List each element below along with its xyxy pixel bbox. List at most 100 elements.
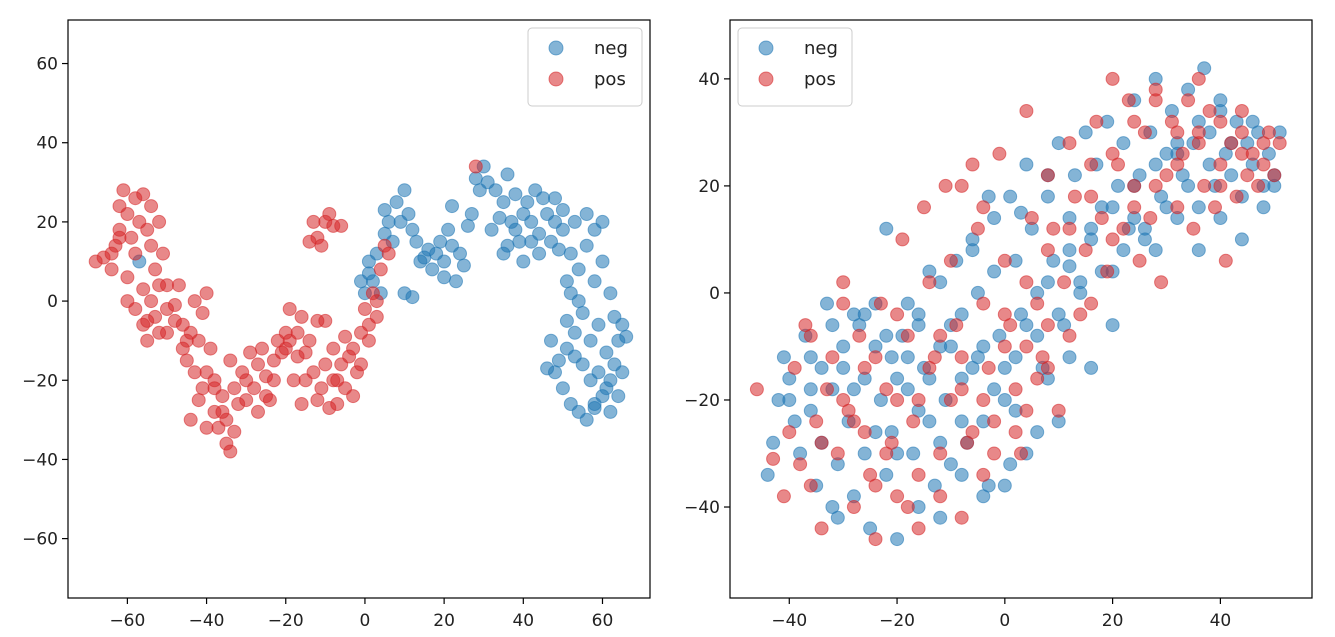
point-pos xyxy=(381,246,396,261)
point-neg xyxy=(595,254,610,269)
point-pos xyxy=(1186,221,1201,236)
point-pos xyxy=(140,222,155,237)
point-neg xyxy=(425,262,440,277)
point-pos xyxy=(330,397,345,411)
point-pos xyxy=(136,282,151,297)
point-pos xyxy=(1229,189,1244,204)
point-pos xyxy=(1040,360,1055,375)
point-pos xyxy=(187,294,202,309)
point-pos xyxy=(981,360,996,375)
point-pos xyxy=(1051,403,1066,418)
point-pos xyxy=(949,318,964,333)
point-pos xyxy=(814,435,829,450)
point-neg xyxy=(1213,93,1228,108)
point-pos xyxy=(120,207,135,221)
point-pos xyxy=(1170,125,1185,140)
y-tick-label: 20 xyxy=(36,213,58,233)
point-pos xyxy=(1256,157,1271,172)
point-neg xyxy=(1191,200,1206,215)
point-neg xyxy=(555,203,570,217)
point-neg xyxy=(401,207,416,221)
point-pos xyxy=(992,146,1007,161)
point-pos xyxy=(282,302,297,316)
point-pos xyxy=(900,500,915,514)
point-pos xyxy=(976,467,991,482)
point-neg xyxy=(587,274,602,289)
point-neg xyxy=(1116,136,1131,151)
point-pos xyxy=(199,286,214,301)
point-pos xyxy=(1191,136,1206,151)
point-pos xyxy=(1121,93,1136,108)
point-pos xyxy=(120,294,135,309)
right-scatter-panel: −40 −20 0 20 40 −40 −20 0 20 40 neg pos xyxy=(684,19,1313,631)
point-pos xyxy=(933,328,948,343)
point-pos xyxy=(346,341,361,356)
point-pos xyxy=(152,214,167,229)
legend-marker-pos xyxy=(548,71,564,87)
point-neg xyxy=(587,401,602,415)
point-pos xyxy=(766,451,781,466)
point-neg xyxy=(1030,425,1045,440)
x-tick-label: 0 xyxy=(360,611,371,631)
point-pos xyxy=(749,382,764,397)
point-pos xyxy=(1094,211,1109,225)
point-pos xyxy=(1084,296,1099,311)
point-pos xyxy=(314,381,329,396)
point-pos xyxy=(361,333,376,348)
point-pos xyxy=(318,357,333,372)
point-pos xyxy=(873,296,888,311)
point-neg xyxy=(567,214,582,229)
point-pos xyxy=(215,404,230,419)
legend-marker-pos xyxy=(758,71,774,87)
left-scatter-panel: −60 −40 −20 0 20 40 60 −60 −40 −20 0 20 40 60 neg pos xyxy=(22,19,651,631)
y-tick-label: −20 xyxy=(684,391,720,411)
point-neg xyxy=(1224,168,1239,183)
point-pos xyxy=(803,478,818,493)
point-neg xyxy=(1062,350,1077,365)
point-neg xyxy=(456,258,471,273)
point-pos xyxy=(191,333,206,348)
point-pos xyxy=(906,414,921,429)
point-pos xyxy=(857,425,872,440)
point-pos xyxy=(183,412,198,427)
point-pos xyxy=(266,373,281,388)
point-pos xyxy=(1127,114,1142,129)
point-pos xyxy=(1234,125,1249,140)
x-tick-label: 20 xyxy=(1102,611,1124,631)
point-pos xyxy=(144,238,159,253)
point-pos xyxy=(144,199,159,214)
point-neg xyxy=(884,350,899,365)
point-pos xyxy=(890,307,905,322)
point-pos xyxy=(361,317,376,332)
point-neg xyxy=(820,296,834,311)
legend: neg pos xyxy=(527,27,643,107)
point-pos xyxy=(116,183,131,198)
point-neg xyxy=(1003,189,1018,204)
point-neg xyxy=(433,234,448,249)
point-pos xyxy=(1024,211,1039,225)
point-pos xyxy=(322,207,337,221)
point-neg xyxy=(1105,200,1120,215)
point-pos xyxy=(1170,157,1185,172)
point-pos xyxy=(357,302,372,316)
x-tick-label: −60 xyxy=(109,611,145,631)
point-neg xyxy=(544,333,558,348)
point-pos xyxy=(782,425,797,440)
point-neg xyxy=(1234,232,1249,247)
point-neg xyxy=(389,195,404,210)
point-neg xyxy=(846,382,861,397)
point-pos xyxy=(987,446,1002,461)
point-neg xyxy=(603,286,618,301)
point-pos xyxy=(140,333,155,348)
point-neg xyxy=(559,313,574,328)
point-pos xyxy=(239,373,254,388)
point-pos xyxy=(1272,136,1287,151)
point-neg xyxy=(900,296,915,311)
point-neg xyxy=(579,207,594,221)
point-pos xyxy=(1154,275,1169,290)
point-pos xyxy=(310,313,325,328)
point-pos xyxy=(1234,146,1249,161)
point-pos xyxy=(1159,168,1174,183)
legend-label-neg: neg xyxy=(594,38,628,59)
